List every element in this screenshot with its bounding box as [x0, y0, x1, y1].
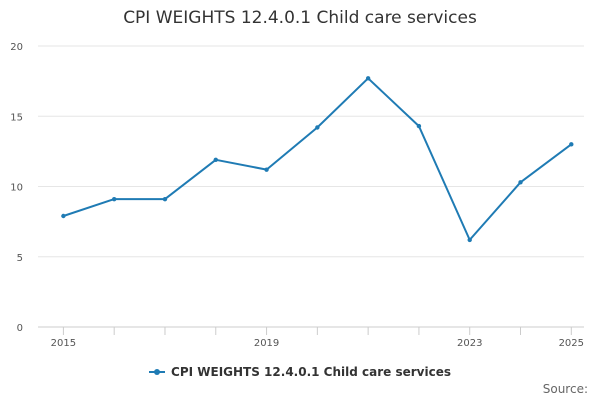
data-point: [365, 76, 371, 81]
y-tick-label: 20: [10, 42, 23, 53]
data-point: [264, 167, 269, 172]
series-line: [63, 77, 572, 241]
y-tick-label: 10: [10, 183, 23, 194]
data-point: [111, 196, 117, 202]
data-point: [518, 180, 523, 185]
x-tick-label: 2019: [254, 338, 279, 349]
x-tick-label: 2025: [559, 338, 584, 349]
chart-title: CPI WEIGHTS 12.4.0.1 Child care services: [123, 8, 477, 28]
data-point: [213, 157, 218, 163]
x-tick-label: 2015: [51, 338, 76, 349]
y-tick-label: 15: [10, 112, 23, 123]
x-tick-label: 2023: [457, 338, 482, 349]
data-point: [569, 142, 574, 147]
data-point: [162, 196, 168, 202]
legend-line-marker-icon: [149, 367, 166, 377]
data-point: [467, 237, 472, 243]
legend: CPI WEIGHTS 12.4.0.1 Child care services: [0, 365, 600, 380]
source-label: Source:: [542, 382, 588, 396]
data-point: [416, 123, 422, 129]
data-point: [61, 213, 66, 219]
y-tick-label: 5: [17, 253, 23, 264]
data-point: [315, 125, 320, 130]
legend-item[interactable]: CPI WEIGHTS 12.4.0.1 Child care services: [149, 365, 451, 379]
y-tick-label: 0: [17, 323, 23, 334]
legend-label: CPI WEIGHTS 12.4.0.1 Child care services: [171, 365, 451, 379]
